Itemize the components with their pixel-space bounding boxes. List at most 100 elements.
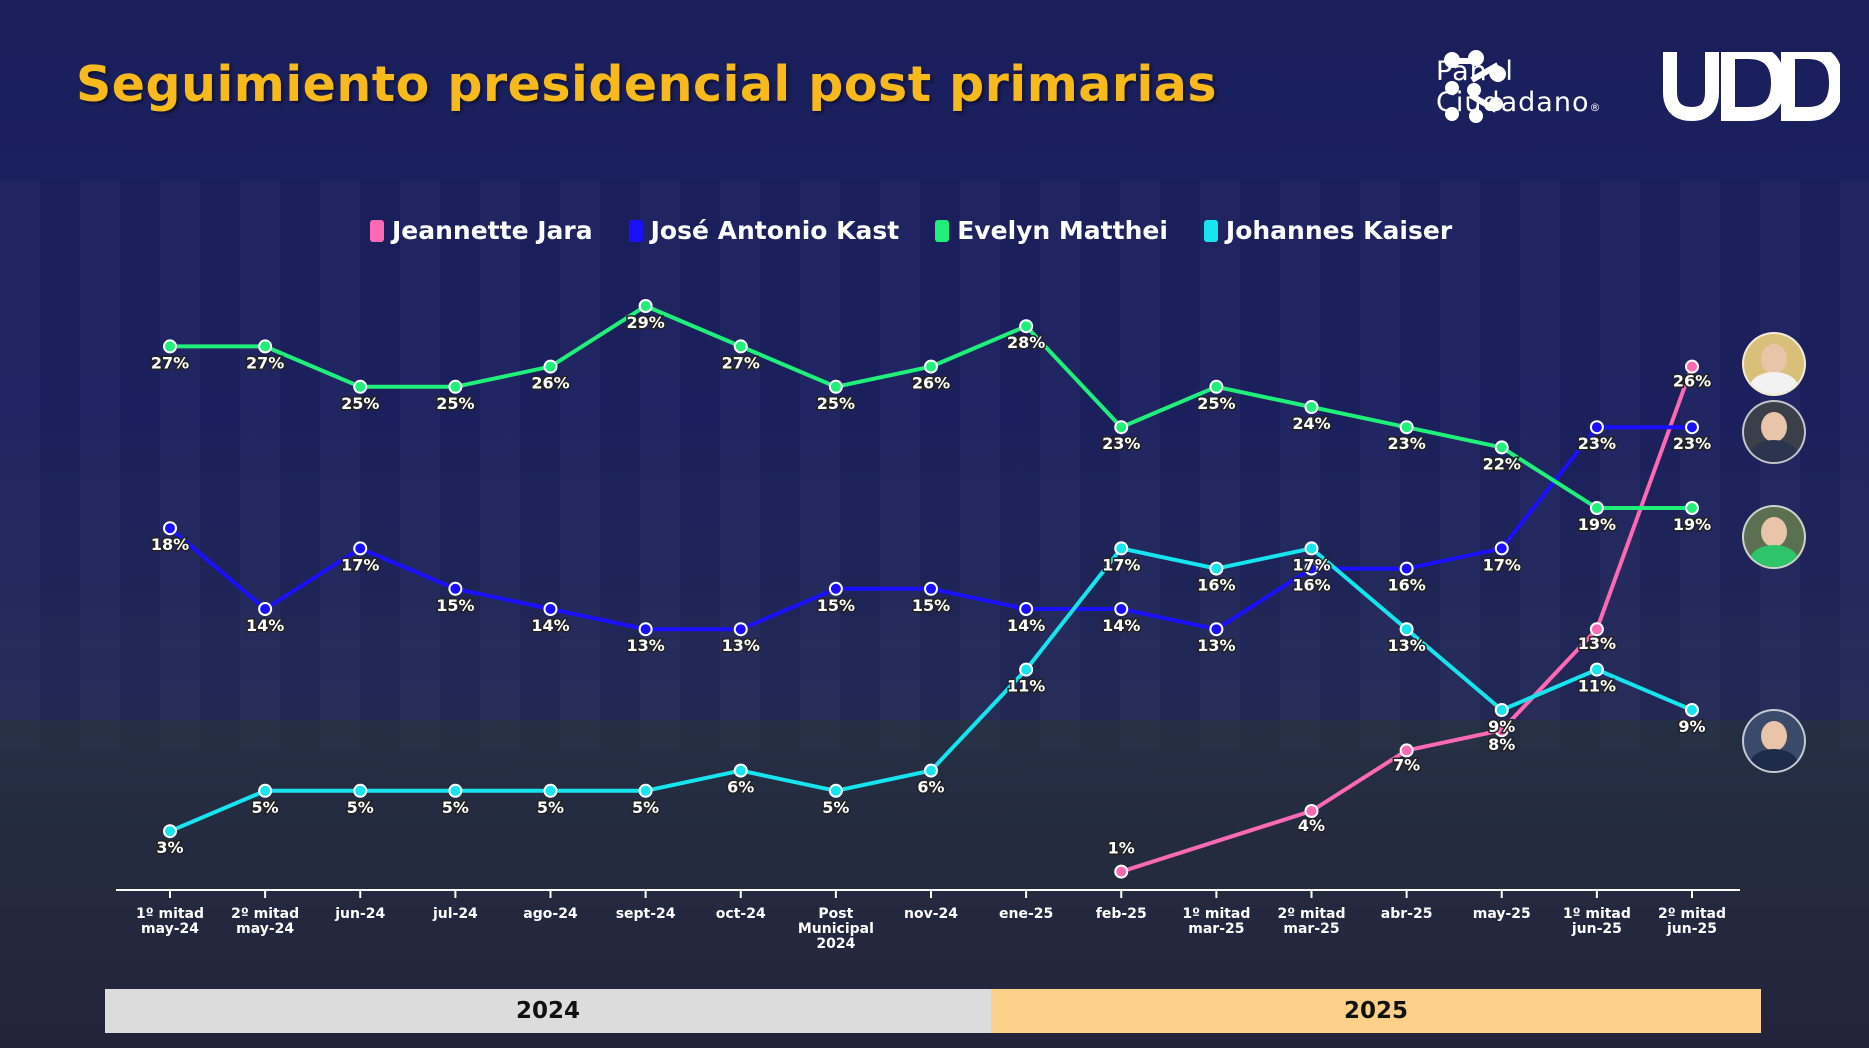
data-label-jose: 14% [246, 616, 284, 635]
data-point-jose [1019, 602, 1034, 616]
legend-label-matthei: Evelyn Matthei [957, 216, 1168, 245]
data-point-evelyn [353, 379, 368, 394]
x-tick-label: feb-25 [1096, 906, 1147, 922]
data-point-johannes [448, 783, 463, 798]
data-label-johannes: 5% [537, 798, 564, 817]
data-point-johannes [1304, 541, 1319, 556]
data-point-evelyn [733, 339, 748, 354]
data-point-johannes [543, 783, 558, 798]
data-point-johannes [1399, 622, 1414, 637]
x-tick-label: ene-25 [999, 906, 1053, 922]
data-point-jeannette [1685, 359, 1699, 374]
data-label-jeannette: 26% [1673, 372, 1711, 391]
data-label-jose: 14% [1102, 616, 1140, 635]
legend-item-jara: Jeannette Jara [370, 216, 593, 245]
data-label-jose: 17% [1483, 555, 1521, 574]
data-point-jose [1209, 622, 1224, 637]
data-label-jose: 15% [817, 596, 855, 615]
data-point-evelyn [163, 339, 177, 354]
data-point-jose [828, 581, 843, 596]
data-label-johannes: 5% [347, 798, 374, 817]
kast-avatar [1742, 400, 1806, 464]
legend-label-kast: José Antonio Kast [650, 216, 900, 245]
data-point-jose [1114, 602, 1129, 616]
data-point-jose [1304, 561, 1319, 576]
x-tick-label: nov-24 [904, 906, 958, 922]
data-point-johannes [733, 763, 748, 778]
data-label-evelyn: 23% [1102, 434, 1140, 453]
data-point-johannes [1114, 541, 1129, 556]
data-point-johannes [353, 783, 368, 798]
data-label-evelyn: 26% [912, 374, 950, 393]
data-point-jose [1494, 541, 1509, 556]
data-point-evelyn [638, 299, 653, 313]
data-point-jose [1685, 420, 1699, 435]
legend-item-matthei: Evelyn Matthei [935, 216, 1168, 245]
legend-swatch-kaiser [1203, 219, 1218, 242]
data-label-jose: 14% [1007, 616, 1045, 635]
data-point-jose [733, 622, 748, 637]
data-label-jose: 13% [1197, 636, 1235, 655]
legend-item-kast: José Antonio Kast [628, 216, 900, 245]
data-label-jose: 23% [1578, 434, 1616, 453]
data-label-johannes: 9% [1488, 717, 1515, 736]
data-label-jeannette: 1% [1108, 839, 1135, 858]
data-label-johannes: 5% [822, 798, 849, 817]
data-label-jeannette: 4% [1298, 816, 1325, 835]
data-point-jeannette [1304, 804, 1319, 818]
data-label-jeannette: 7% [1393, 755, 1420, 774]
udd-logo-icon [1663, 52, 1840, 122]
data-point-evelyn [1304, 400, 1319, 414]
x-tick-label: Post Municipal 2024 [798, 906, 874, 952]
data-point-jeannette [1114, 864, 1129, 879]
kaiser-avatar [1742, 709, 1806, 773]
x-tick-label: 1º mitad may-24 [136, 906, 204, 937]
legend-swatch-jara [370, 219, 384, 242]
data-point-jose [163, 521, 177, 536]
data-label-johannes: 5% [252, 798, 279, 817]
data-point-jose [1589, 420, 1604, 435]
x-tick-label: jul-24 [432, 906, 478, 922]
data-point-jose [543, 602, 558, 616]
data-label-johannes: 5% [442, 798, 469, 817]
background-palace-image [0, 180, 1869, 750]
data-label-evelyn: 19% [1673, 515, 1711, 534]
data-label-jose: 16% [1387, 576, 1425, 595]
year-band-2025: 2025 [991, 989, 1761, 1033]
data-label-johannes: 11% [1007, 677, 1045, 696]
data-point-evelyn [1114, 420, 1129, 435]
data-label-jose: 13% [722, 636, 760, 655]
panel-ciudadano-logo-icon [1444, 50, 1506, 123]
data-label-johannes: 6% [727, 778, 754, 797]
legend-label-kaiser: Johannes Kaiser [1225, 216, 1453, 245]
data-point-jose [1399, 561, 1414, 576]
data-point-evelyn [1399, 420, 1414, 435]
data-label-evelyn: 28% [1007, 333, 1045, 352]
data-point-johannes [163, 824, 177, 839]
data-point-jeannette [1589, 622, 1604, 637]
data-label-johannes: 6% [917, 778, 944, 797]
x-tick-label: sept-24 [616, 906, 676, 922]
data-point-evelyn [1209, 379, 1224, 394]
data-label-johannes: 17% [1102, 555, 1140, 574]
data-label-evelyn: 24% [1292, 414, 1330, 433]
data-point-johannes [1589, 662, 1604, 677]
data-label-johannes: 16% [1197, 576, 1235, 595]
data-label-evelyn: 19% [1578, 515, 1616, 534]
legend-swatch-kast [628, 219, 643, 242]
jara-avatar [1742, 332, 1806, 396]
data-point-jose [258, 602, 273, 616]
data-point-evelyn [924, 359, 938, 374]
x-tick-label: 2º mitad may-24 [231, 906, 299, 937]
panel-ciudadano-logo-text: Panel Ciudadano® [1436, 56, 1601, 123]
data-point-johannes [1209, 561, 1224, 576]
data-point-jose [638, 622, 653, 637]
data-point-johannes [924, 763, 938, 778]
data-label-johannes: 17% [1292, 555, 1330, 574]
data-point-johannes [1494, 703, 1509, 717]
data-point-johannes [638, 783, 653, 798]
data-point-evelyn [258, 339, 273, 354]
page-title: Seguimiento presidencial post primarias [76, 56, 1218, 113]
data-label-jose: 14% [531, 616, 569, 635]
data-label-evelyn: 25% [817, 394, 855, 413]
